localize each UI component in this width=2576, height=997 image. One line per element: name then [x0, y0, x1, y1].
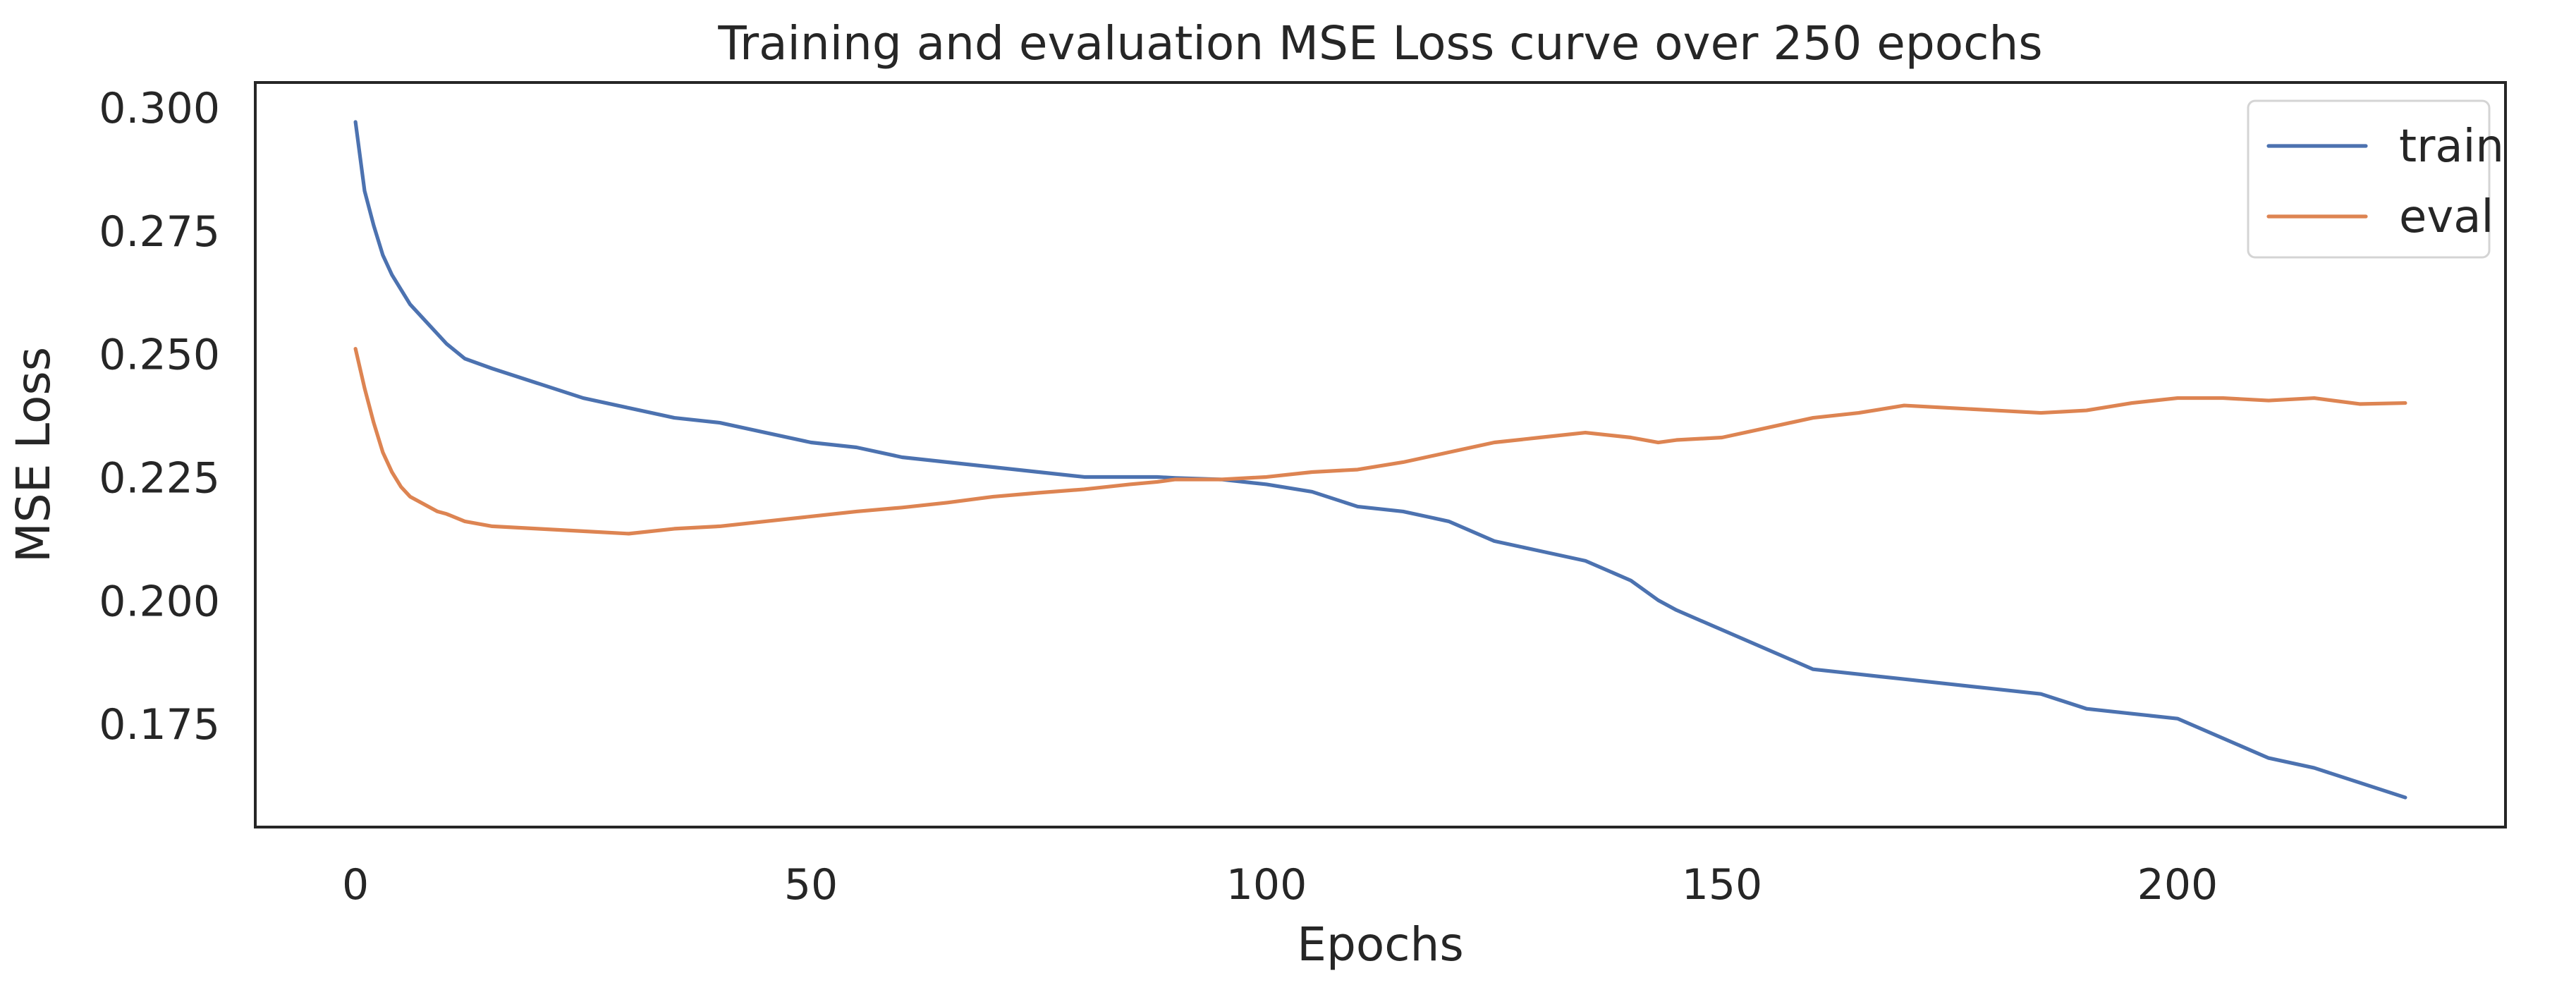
series-line-eval	[353, 347, 2407, 536]
x-tick-label-100: 100	[1226, 860, 1307, 910]
legend: train eval	[2247, 99, 2504, 259]
plot-layer	[255, 82, 2505, 827]
y-tick-label-0.175: 0.175	[99, 700, 220, 750]
x-tick-label-0: 0	[342, 860, 369, 910]
x-tick-label-200: 200	[2137, 860, 2218, 910]
x-tick-label-50: 50	[784, 860, 838, 910]
y-tick-label-0.250: 0.250	[99, 331, 220, 380]
y-tick-label-0.275: 0.275	[99, 207, 220, 257]
chart-title: Training and evaluation MSE Loss curve o…	[717, 16, 2042, 71]
x-tick-label-150: 150	[1682, 860, 1763, 910]
y-tick-label-0.300: 0.300	[99, 84, 220, 133]
legend-label-eval: eval	[2399, 191, 2493, 243]
label-layer: Training and evaluation MSE Loss curve o…	[6, 16, 2043, 972]
y-tick-label-0.200: 0.200	[99, 577, 220, 626]
plot-area	[255, 82, 2505, 827]
y-axis-label: MSE Loss	[6, 347, 61, 563]
plot-frame	[254, 81, 2507, 828]
x-axis-label: Epochs	[1297, 917, 1463, 972]
legend-label-train: train	[2399, 121, 2504, 173]
axis-layer: 0 50 100 150 200 0.175 0.200 0.225 0.250 0.275 0.3…	[99, 81, 2507, 910]
y-tick-label-0.225: 0.225	[99, 453, 220, 503]
